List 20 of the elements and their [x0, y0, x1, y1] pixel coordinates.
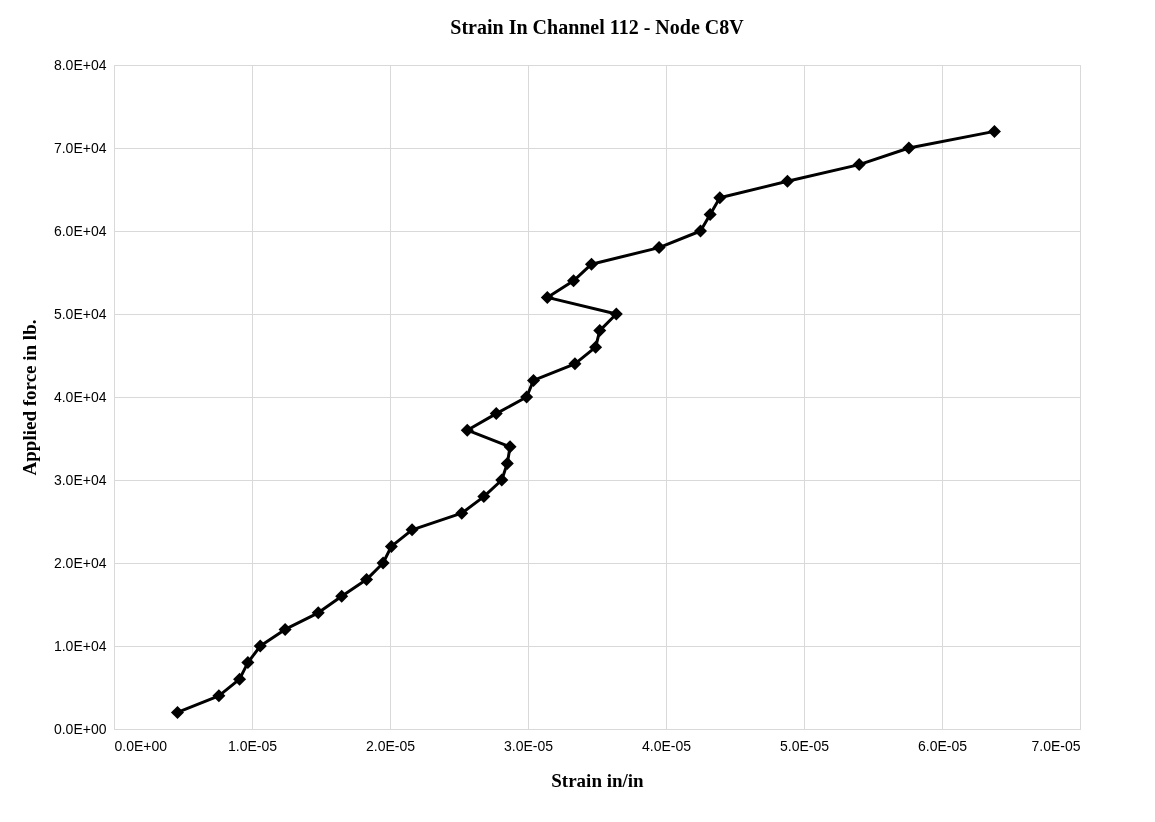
- y-tick-label: 6.0E+04: [53, 222, 107, 239]
- y-tick-label: 1.0E+04: [53, 637, 107, 654]
- y-tick-label: 0.0E+00: [53, 720, 107, 737]
- chart-title: Strain In Channel 112 - Node C8V: [450, 16, 745, 38]
- y-tick-label: 4.0E+04: [53, 388, 107, 405]
- x-tick-label: 0.0E+00: [114, 737, 168, 754]
- x-tick-label: 4.0E-05: [641, 737, 692, 754]
- x-tick-label: 1.0E-05: [227, 737, 278, 754]
- y-axis-title: Applied force in lb.: [18, 319, 40, 476]
- x-tick-label: 5.0E-05: [779, 737, 830, 754]
- y-tick-label: 3.0E+04: [53, 471, 107, 488]
- x-axis-title: Strain in/in: [551, 769, 645, 791]
- x-tick-label: 2.0E-05: [365, 737, 416, 754]
- x-tick-label: 6.0E-05: [917, 737, 968, 754]
- y-tick-label: 7.0E+04: [53, 139, 107, 156]
- x-tick-label: 3.0E-05: [503, 737, 554, 754]
- y-tick-label: 5.0E+04: [53, 305, 107, 322]
- y-tick-label: 2.0E+04: [53, 554, 107, 571]
- x-tick-label: 7.0E-05: [1031, 737, 1081, 754]
- y-tick-label: 8.0E+04: [53, 56, 107, 73]
